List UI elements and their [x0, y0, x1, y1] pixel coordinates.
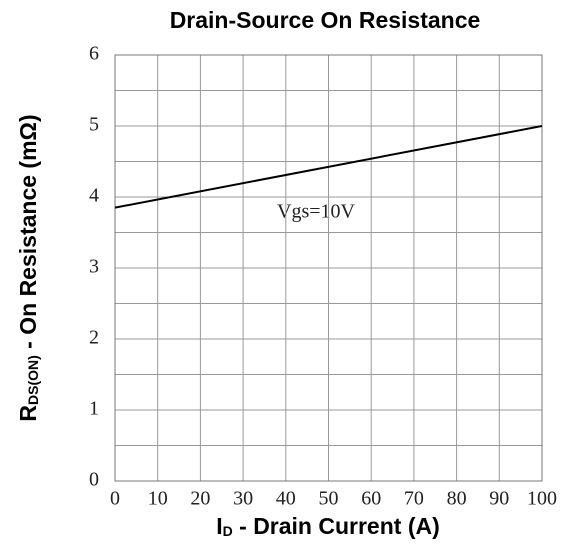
- y-tick-label: 6: [89, 43, 99, 65]
- x-tick-label: 0: [110, 488, 120, 510]
- x-label-main: I: [216, 513, 222, 539]
- y-tick-label: 5: [89, 114, 99, 136]
- x-tick-label: 100: [527, 488, 557, 510]
- plot-frame: [114, 54, 543, 482]
- y-tick-label: 4: [89, 185, 99, 207]
- y-tick-label: 2: [89, 327, 99, 349]
- y-label-main: R: [15, 405, 41, 422]
- data-line: [114, 125, 543, 209]
- x-tick-label: 10: [148, 488, 168, 510]
- y-tick-label: 1: [89, 398, 99, 420]
- x-tick-label: 90: [489, 488, 509, 510]
- x-tick-label: 50: [319, 488, 339, 510]
- y-tick-label: 0: [89, 469, 99, 491]
- x-tick-label: 70: [404, 488, 424, 510]
- chart-title: Drain-Source On Resistance: [170, 7, 481, 33]
- y-label-rest: - On Resistance (mΩ): [15, 114, 41, 355]
- y-tick-label: 3: [89, 256, 99, 278]
- x-tick-label: 40: [276, 488, 296, 510]
- x-tick-label: 80: [447, 488, 467, 510]
- y-label-sub: DS(ON): [25, 355, 41, 405]
- x-label-rest: - Drain Current (A): [233, 513, 440, 539]
- y-axis-label: RDS(ON) - On Resistance (mΩ): [15, 114, 41, 421]
- x-tick-label: 60: [361, 488, 381, 510]
- x-label-sub: D: [223, 523, 233, 539]
- x-tick-label: 20: [190, 488, 210, 510]
- x-axis-label: ID - Drain Current (A): [216, 513, 440, 539]
- annotation: Vgs=10V: [277, 201, 356, 223]
- x-tick-label: 30: [233, 488, 253, 510]
